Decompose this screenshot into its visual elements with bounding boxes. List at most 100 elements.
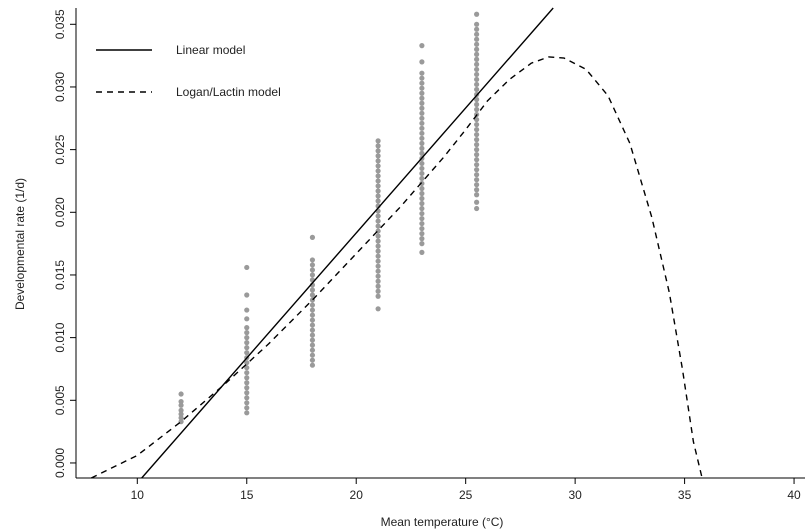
data-point: [375, 183, 381, 189]
data-point: [474, 167, 480, 173]
data-point: [309, 347, 316, 353]
data-point: [375, 223, 381, 229]
data-point: [474, 11, 480, 17]
model-curves: [90, 7, 703, 479]
data-point: [178, 415, 184, 421]
data-point: [375, 238, 381, 244]
data-point: [375, 193, 381, 199]
data-point: [419, 43, 425, 49]
data-point: [474, 121, 480, 128]
data-point: [375, 148, 381, 154]
data-point: [474, 81, 480, 88]
data-point: [419, 100, 425, 106]
data-point: [419, 59, 425, 65]
data-point: [375, 213, 381, 219]
data-point: [419, 165, 425, 172]
data-point: [244, 400, 250, 406]
data-point: [309, 287, 316, 293]
data-point: [375, 143, 381, 149]
x-tick-label: 40: [787, 488, 801, 502]
data-point: [419, 75, 425, 81]
data-point: [474, 126, 480, 133]
data-point: [244, 395, 250, 401]
data-point: [244, 316, 250, 322]
data-point: [419, 185, 425, 192]
y-tick-label: 0.035: [53, 9, 67, 39]
data-point: [419, 236, 425, 242]
data-point: [375, 188, 381, 194]
data-point: [474, 137, 480, 143]
y-tick-label: 0.000: [53, 448, 67, 478]
data-point: [244, 365, 250, 371]
data-point: [375, 306, 381, 312]
linear-model-line: [141, 7, 554, 479]
data-point: [474, 131, 480, 138]
data-point: [419, 175, 425, 182]
legend-linear-label: Linear model: [176, 43, 245, 57]
y-tick-label: 0.020: [53, 197, 67, 227]
data-point: [419, 130, 425, 136]
data-point: [474, 157, 480, 163]
data-point: [375, 168, 381, 174]
data-point: [375, 278, 381, 284]
data-point: [244, 264, 250, 271]
data-point: [419, 220, 425, 227]
data-point: [419, 150, 425, 156]
data-point: [309, 312, 316, 318]
data-point: [474, 56, 480, 62]
x-tick-label: 20: [350, 488, 364, 502]
logan-lactin-model-line: [90, 56, 703, 479]
data-point: [375, 253, 381, 259]
data-point: [244, 345, 250, 351]
data-point: [375, 248, 381, 254]
data-point: [244, 370, 250, 376]
y-tick-label: 0.015: [53, 260, 67, 290]
data-point: [375, 273, 381, 279]
y-tick-label: 0.010: [53, 322, 67, 352]
data-point: [474, 116, 480, 123]
data-point: [375, 138, 381, 144]
data-point: [474, 162, 480, 168]
data-point: [419, 200, 425, 207]
x-tick-label: 30: [568, 488, 582, 502]
data-point: [375, 243, 381, 249]
data-point: [375, 288, 381, 294]
data-point: [309, 262, 316, 268]
data-point: [309, 302, 316, 308]
data-point: [375, 268, 381, 274]
observation-points: [178, 11, 480, 425]
data-point: [419, 170, 425, 177]
data-point: [244, 410, 250, 416]
data-point: [474, 142, 480, 148]
data-point: [474, 36, 480, 42]
data-point: [309, 332, 316, 338]
data-point: [419, 145, 425, 151]
data-point: [474, 66, 480, 73]
data-point: [419, 85, 425, 91]
data-point: [419, 215, 425, 222]
data-point: [178, 407, 184, 413]
data-point: [178, 398, 184, 405]
data-point: [178, 411, 184, 417]
data-point: [419, 110, 425, 116]
data-point: [419, 105, 425, 111]
data-point: [244, 350, 250, 356]
data-point: [375, 153, 381, 159]
data-point: [309, 362, 316, 368]
axes: 10 15 20 25 30 35 40 0.000 0.005 0.010 0.015 0.020 0…: [53, 8, 805, 502]
data-point: [474, 31, 480, 37]
data-point: [474, 101, 480, 108]
data-point: [244, 307, 250, 313]
data-point: [375, 198, 381, 204]
data-point: [419, 135, 425, 141]
data-point: [309, 267, 316, 273]
data-point: [474, 187, 480, 193]
data-point: [309, 292, 316, 298]
data-point: [474, 177, 480, 183]
data-point: [309, 322, 316, 328]
x-axis-label: Mean temperature (°C): [381, 515, 504, 529]
data-point: [244, 390, 250, 396]
data-point: [419, 241, 425, 247]
data-point: [244, 340, 250, 346]
